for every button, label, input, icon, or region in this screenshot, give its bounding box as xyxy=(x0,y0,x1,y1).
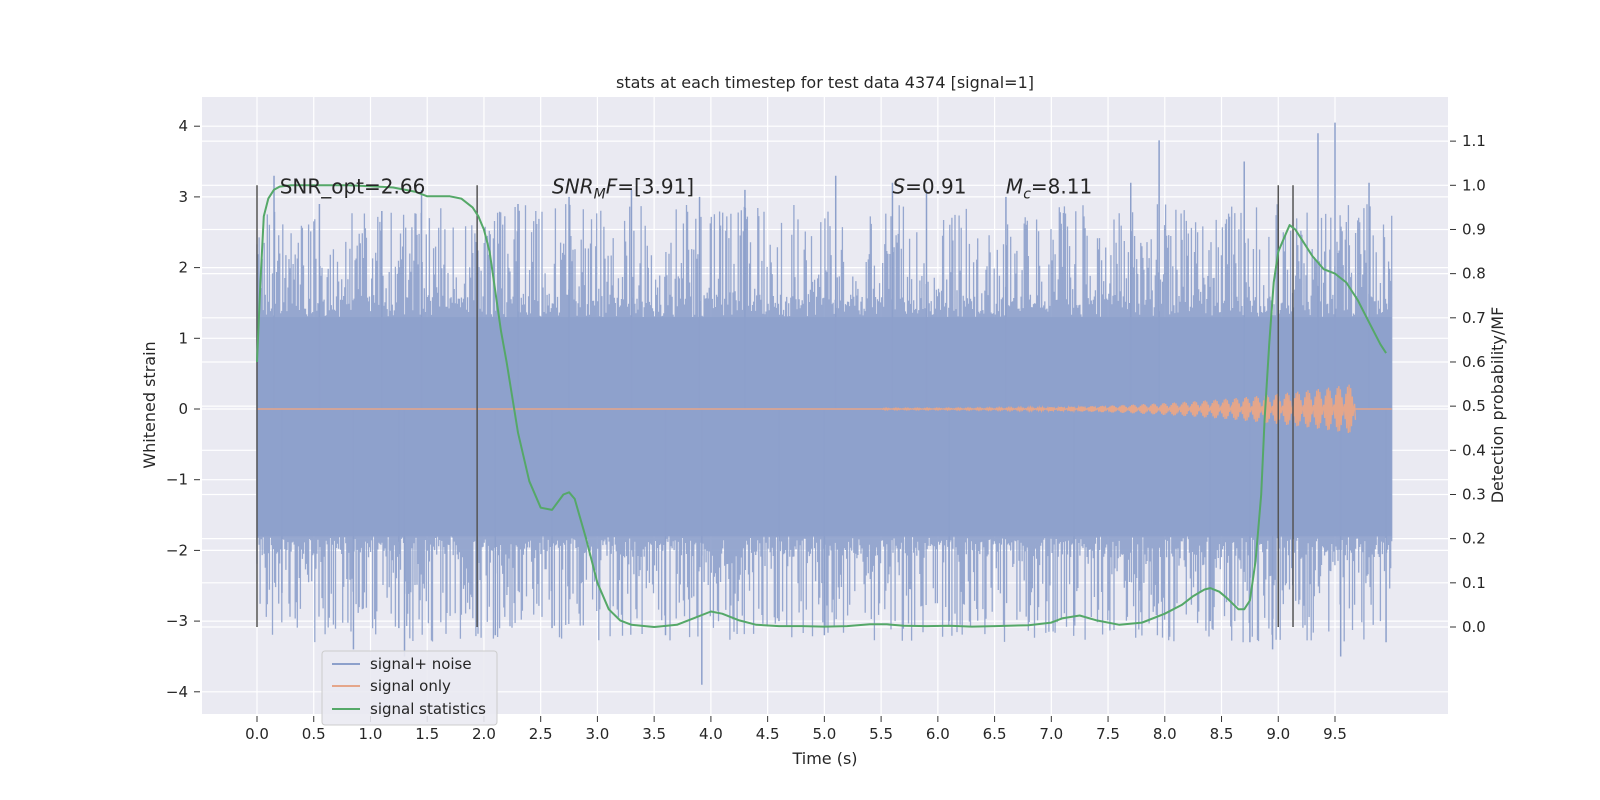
y2-tick-label: 0.5 xyxy=(1462,397,1486,415)
x-tick-label: 6.0 xyxy=(926,725,950,743)
y-tick-label: −4 xyxy=(166,683,188,701)
x-tick-label: 7.5 xyxy=(1096,725,1120,743)
y-tick-label: 1 xyxy=(178,329,188,347)
x-tick-label: 4.5 xyxy=(756,725,780,743)
x-tick-label: 7.0 xyxy=(1039,725,1063,743)
x-tick-label: 6.5 xyxy=(983,725,1007,743)
y-tick-label: −2 xyxy=(166,541,188,559)
x-tick-label: 8.5 xyxy=(1210,725,1234,743)
y-tick-label: 2 xyxy=(178,259,188,277)
signal-only-chirp xyxy=(880,384,1357,434)
y-axis-ticks: 4 3 2 1 0 −1 −2 −3 −4 xyxy=(166,117,200,701)
y2-tick-label: 1.0 xyxy=(1462,176,1486,194)
signal-statistics-line xyxy=(256,184,1387,628)
y2-tick-label: 0.3 xyxy=(1462,485,1486,503)
y2-tick-label: 0.2 xyxy=(1462,530,1486,548)
x-tick-label: 0.5 xyxy=(302,725,326,743)
annotations: SNR_opt=2.66 SNRMF=[3.91] S=0.91 Mc=8.11 xyxy=(280,174,1092,202)
x-tick-label: 3.0 xyxy=(585,725,609,743)
y-tick-label: −1 xyxy=(166,471,188,489)
y2-axis-ticks: 1.1 1.0 0.9 0.8 0.7 0.6 0.5 0.4 0.3 0.2 0.1 0.0 xyxy=(1450,132,1486,636)
annotation-snr-opt: SNR_opt=2.66 xyxy=(280,174,426,198)
signal-only-series xyxy=(257,384,1392,434)
x-tick-label: 5.5 xyxy=(869,725,893,743)
legend-label-signal-only: signal only xyxy=(370,677,451,695)
y2-tick-label: 0.1 xyxy=(1462,574,1486,592)
legend-box xyxy=(321,650,498,726)
x-tick-label: 1.5 xyxy=(415,725,439,743)
y-tick-label: 4 xyxy=(178,117,188,135)
x-tick-label: 1.0 xyxy=(359,725,383,743)
y2-tick-label: 0.7 xyxy=(1462,309,1486,327)
x-tick-label: 0.0 xyxy=(245,725,269,743)
chart-title: stats at each timestep for test data 437… xyxy=(616,73,1034,92)
x-tick-label: 9.5 xyxy=(1323,725,1347,743)
legend: signal+ noise signal only signal statist… xyxy=(321,650,498,726)
y2-tick-label: 0.6 xyxy=(1462,353,1486,371)
annotation-mc-value: Mc=8.11 xyxy=(1006,174,1092,202)
x-tick-label: 2.0 xyxy=(472,725,496,743)
annotation-s-value: S=0.91 xyxy=(892,174,966,198)
x-axis-ticks: 0.0 0.5 1.0 1.5 2.0 2.5 3.0 3.5 4.0 4.5 5.0 5.5 6.0 6… xyxy=(245,716,1347,743)
y2-tick-label: 0.9 xyxy=(1462,220,1486,238)
x-axis-label: Time (s) xyxy=(791,749,857,768)
x-tick-label: 3.5 xyxy=(642,725,666,743)
vertical-markers xyxy=(256,185,1294,627)
x-tick-label: 5.0 xyxy=(812,725,836,743)
y2-axis-label: Detection probability/MF xyxy=(1488,307,1507,504)
y2-tick-label: 0.0 xyxy=(1462,618,1486,636)
x-tick-label: 9.0 xyxy=(1266,725,1290,743)
x-tick-label: 8.0 xyxy=(1153,725,1177,743)
y2-tick-label: 0.8 xyxy=(1462,265,1486,283)
y-tick-label: −3 xyxy=(166,612,188,630)
signal-statistics-series xyxy=(256,184,1387,628)
legend-label-signal-statistics: signal statistics xyxy=(370,700,486,718)
y2-tick-label: 1.1 xyxy=(1462,132,1486,150)
annotation-snr-mf: SNRMF=[3.91] xyxy=(552,174,694,202)
y-tick-label: 0 xyxy=(178,400,188,418)
x-tick-label: 4.0 xyxy=(699,725,723,743)
y-axis-label: Whitened strain xyxy=(140,341,159,468)
y-tick-label: 3 xyxy=(178,188,188,206)
legend-label-signal-noise: signal+ noise xyxy=(370,655,472,673)
x-tick-label: 2.5 xyxy=(529,725,553,743)
y2-tick-label: 0.4 xyxy=(1462,441,1486,459)
signal-noise-series xyxy=(256,122,1393,685)
